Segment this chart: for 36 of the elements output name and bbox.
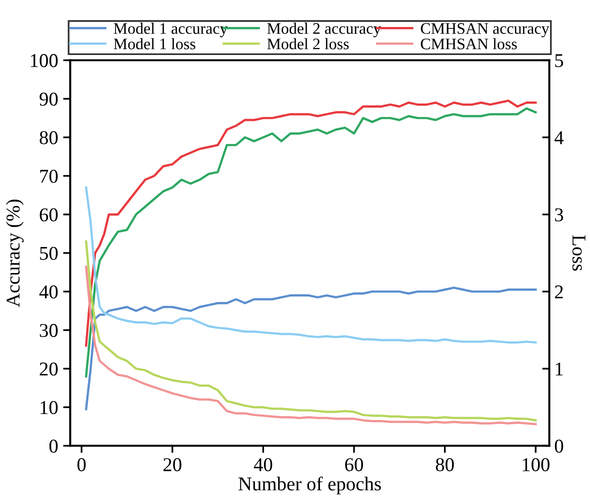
legend-label: Model 1 accuracy bbox=[114, 22, 228, 38]
y-tick-label: 20 bbox=[40, 362, 58, 376]
x-tick-label: 80 bbox=[436, 458, 454, 472]
x-tick-label: 40 bbox=[254, 458, 272, 472]
y2-tick-label: 4 bbox=[554, 131, 564, 144]
x-tick-label: 20 bbox=[164, 458, 182, 472]
y-tick-label: 60 bbox=[40, 208, 58, 222]
y2-tick-label: 5 bbox=[555, 54, 564, 68]
legend-label: CMHSAN accuracy bbox=[420, 23, 550, 38]
line-series bbox=[84, 186, 537, 344]
line-series bbox=[84, 266, 537, 426]
y-tick-label: 10 bbox=[40, 401, 58, 414]
y-tick-label: 80 bbox=[40, 131, 58, 144]
y2-axis-title: Loss bbox=[572, 235, 586, 271]
x-tick-label: 60 bbox=[345, 458, 364, 472]
legend-label: CMHSAN loss bbox=[420, 38, 517, 50]
y-tick-label: 100 bbox=[30, 54, 58, 68]
y-tick-label: 40 bbox=[39, 285, 58, 298]
y2-tick-label: 0 bbox=[554, 440, 564, 453]
line-series bbox=[84, 286, 537, 410]
y2-tick-label: 2 bbox=[555, 285, 563, 298]
line-series bbox=[84, 240, 537, 422]
y-tick-label: 30 bbox=[40, 324, 58, 338]
y2-tick-label: 1 bbox=[556, 362, 563, 376]
x-axis-title: Number of epochs bbox=[238, 476, 381, 494]
y-tick-label: 50 bbox=[40, 246, 58, 260]
legend-label: Model 1 loss bbox=[114, 38, 196, 50]
y-tick-label: 70 bbox=[40, 170, 58, 183]
legend-label: Model 2 accuracy bbox=[267, 22, 382, 38]
y-tick-label: 90 bbox=[40, 92, 58, 106]
y-axis-title: Accuracy (%) bbox=[6, 200, 24, 308]
x-tick-label: 0 bbox=[77, 458, 86, 472]
x-tick-label: 100 bbox=[522, 458, 550, 472]
y-tick-label: 0 bbox=[49, 440, 58, 453]
legend-label: Model 2 loss bbox=[267, 38, 349, 50]
y2-tick-label: 3 bbox=[555, 208, 564, 222]
